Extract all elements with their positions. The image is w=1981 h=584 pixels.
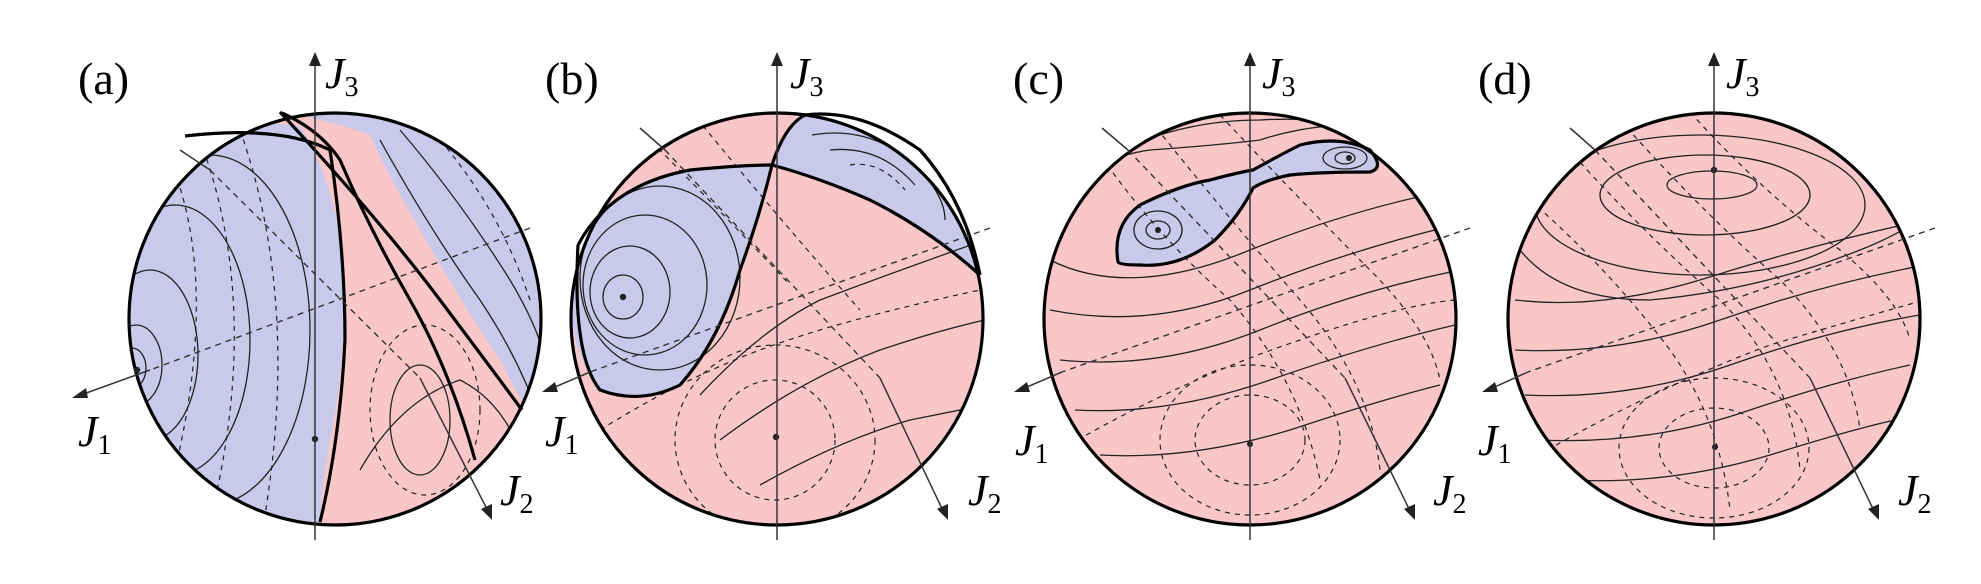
separatrix-a-1: [184, 131, 347, 523]
axis-label-a-j1: J1: [78, 407, 112, 461]
axis-a-j1-hidden: [149, 227, 531, 371]
panel-label-c: (c): [1013, 53, 1064, 104]
fixed-point-b-2: [772, 433, 780, 441]
separatrix-b-3: [770, 112, 982, 276]
axis-b-j2-hidden: [664, 149, 881, 379]
panel-a: (a): [72, 49, 543, 540]
panel-label-b: (b): [545, 53, 599, 104]
axis-label-d-j2: J2: [1898, 466, 1932, 520]
axis-a-j2: [419, 377, 491, 516]
panel-c: (c): [1013, 49, 1471, 540]
panel-label-a: (a): [78, 53, 129, 104]
fixed-point-a-1: [133, 366, 141, 374]
axis-d-j1-hidden: [1527, 227, 1936, 373]
panel-d: (d): [1478, 49, 1936, 540]
axis-d-j2: [1809, 377, 1877, 516]
separatrix-a-2: [281, 111, 477, 461]
axis-c-j2-hidden: [1127, 149, 1346, 379]
fixed-point-b-1: [619, 293, 627, 301]
sphere-a-fill: [129, 113, 541, 525]
axis-label-c-j2: J2: [1433, 466, 1467, 520]
axis-label-c-j3: J3: [1262, 49, 1296, 103]
sphere-d-fill: [1508, 113, 1920, 525]
separatrix-a-3: [278, 110, 524, 411]
axis-label-c-j1: J1: [1015, 416, 1049, 470]
axis-label-a-j2: J2: [500, 466, 534, 520]
separatrix-c-1: [1115, 139, 1380, 267]
fixed-point-c-2: [1346, 155, 1352, 161]
axis-label-b-j3: J3: [790, 49, 824, 103]
axis-label-b-j1: J1: [545, 407, 579, 461]
axis-label-d-j3: J3: [1726, 49, 1760, 103]
axis-label-a-j3: J3: [325, 49, 359, 103]
axis-b-j1-hidden: [589, 227, 991, 373]
axis-label-b-j2: J2: [968, 466, 1002, 520]
axis-d-j2-hidden: [1594, 149, 1811, 379]
axis-b-j2: [879, 377, 946, 516]
panel-b: (b): [542, 49, 1002, 540]
fixed-point-c-1: [1155, 227, 1161, 233]
axis-label-d-j1: J1: [1478, 416, 1512, 470]
sphere-a-outline: [127, 111, 543, 527]
panel-label-d: (d): [1478, 53, 1532, 104]
axis-a-j1: [77, 369, 151, 397]
axis-c-j2: [1344, 377, 1413, 516]
fixed-point-d-2: [1712, 444, 1718, 450]
axis-a-j2-hidden: [209, 169, 421, 379]
